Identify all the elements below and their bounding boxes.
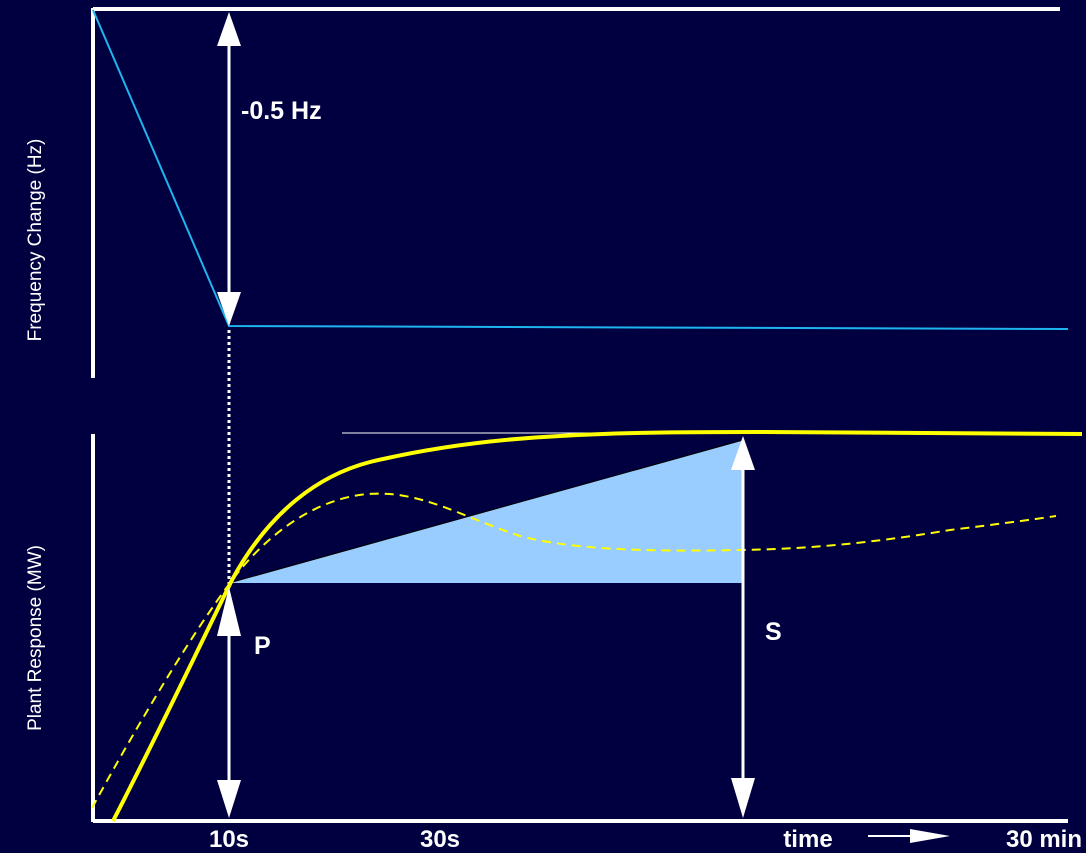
- bottom-axis-title: Plant Response (MW): [25, 545, 46, 731]
- tick-30s: 30s: [420, 826, 460, 853]
- primary-arrow-down: [217, 780, 241, 818]
- time-arrow-head: [910, 829, 950, 843]
- top-axis-title: Frequency Change (Hz): [25, 139, 46, 342]
- triangle-hypotenuse: [228, 439, 744, 584]
- secondary-arrow-up: [731, 436, 755, 470]
- solid-response-curve: [111, 429, 1083, 822]
- frequency-drop-arrow-down: [217, 292, 241, 326]
- primary-label: P: [254, 632, 271, 660]
- secondary-arrow-down: [731, 778, 755, 818]
- primary-arrow-up: [217, 587, 241, 636]
- tick-30min: 30 min: [1006, 826, 1082, 853]
- tick-10s: 10s: [209, 826, 249, 853]
- time-label: time: [783, 826, 832, 853]
- secondary-label: S: [765, 618, 782, 646]
- frequency-drop-arrow-up: [217, 12, 241, 46]
- frequency-drop-label: -0.5 Hz: [241, 97, 322, 125]
